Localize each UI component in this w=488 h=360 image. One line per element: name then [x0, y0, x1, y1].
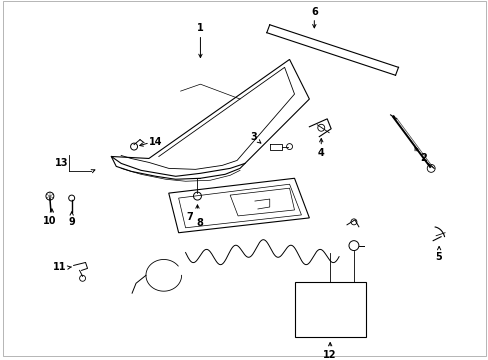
Text: 14: 14: [149, 137, 163, 147]
Text: 3: 3: [250, 132, 257, 142]
Text: 13: 13: [55, 158, 68, 168]
Text: 5: 5: [435, 252, 442, 261]
Text: 11: 11: [53, 262, 66, 273]
Text: 2: 2: [419, 153, 426, 163]
Bar: [294, 282, 365, 337]
Text: 6: 6: [310, 7, 317, 17]
Text: 7: 7: [186, 212, 192, 222]
Text: 9: 9: [68, 217, 75, 227]
Text: 1: 1: [197, 23, 203, 33]
Text: 10: 10: [43, 216, 57, 226]
Circle shape: [427, 165, 434, 172]
Text: 12: 12: [323, 350, 336, 360]
Text: 4: 4: [317, 148, 324, 158]
Text: 8: 8: [196, 218, 203, 228]
